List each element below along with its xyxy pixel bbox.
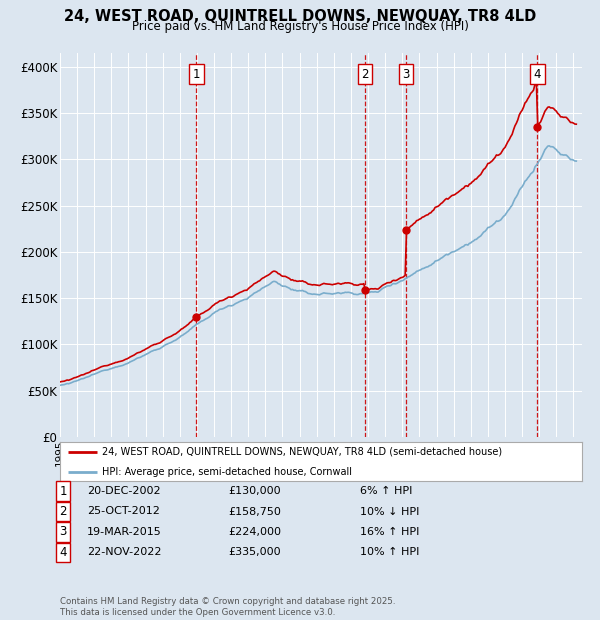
Text: 20-DEC-2002: 20-DEC-2002 [87,486,161,496]
Text: £335,000: £335,000 [228,547,281,557]
Text: 3: 3 [402,68,410,81]
Text: 1: 1 [59,485,67,497]
Text: 2: 2 [59,505,67,518]
Text: 3: 3 [59,526,67,538]
Text: 22-NOV-2022: 22-NOV-2022 [87,547,161,557]
Text: 6% ↑ HPI: 6% ↑ HPI [360,486,412,496]
Text: 4: 4 [59,546,67,559]
Text: Contains HM Land Registry data © Crown copyright and database right 2025.
This d: Contains HM Land Registry data © Crown c… [60,598,395,617]
Text: £224,000: £224,000 [228,527,281,537]
Text: 1: 1 [193,68,200,81]
Text: 25-OCT-2012: 25-OCT-2012 [87,507,160,516]
Text: 2: 2 [361,68,369,81]
Text: 10% ↓ HPI: 10% ↓ HPI [360,507,419,516]
Text: Price paid vs. HM Land Registry's House Price Index (HPI): Price paid vs. HM Land Registry's House … [131,20,469,33]
Text: 4: 4 [533,68,541,81]
Text: 16% ↑ HPI: 16% ↑ HPI [360,527,419,537]
Text: 19-MAR-2015: 19-MAR-2015 [87,527,162,537]
Text: 24, WEST ROAD, QUINTRELL DOWNS, NEWQUAY, TR8 4LD (semi-detached house): 24, WEST ROAD, QUINTRELL DOWNS, NEWQUAY,… [102,446,502,457]
Text: £158,750: £158,750 [228,507,281,516]
Text: 10% ↑ HPI: 10% ↑ HPI [360,547,419,557]
Text: £130,000: £130,000 [228,486,281,496]
Text: 24, WEST ROAD, QUINTRELL DOWNS, NEWQUAY, TR8 4LD: 24, WEST ROAD, QUINTRELL DOWNS, NEWQUAY,… [64,9,536,24]
Text: HPI: Average price, semi-detached house, Cornwall: HPI: Average price, semi-detached house,… [102,467,352,477]
